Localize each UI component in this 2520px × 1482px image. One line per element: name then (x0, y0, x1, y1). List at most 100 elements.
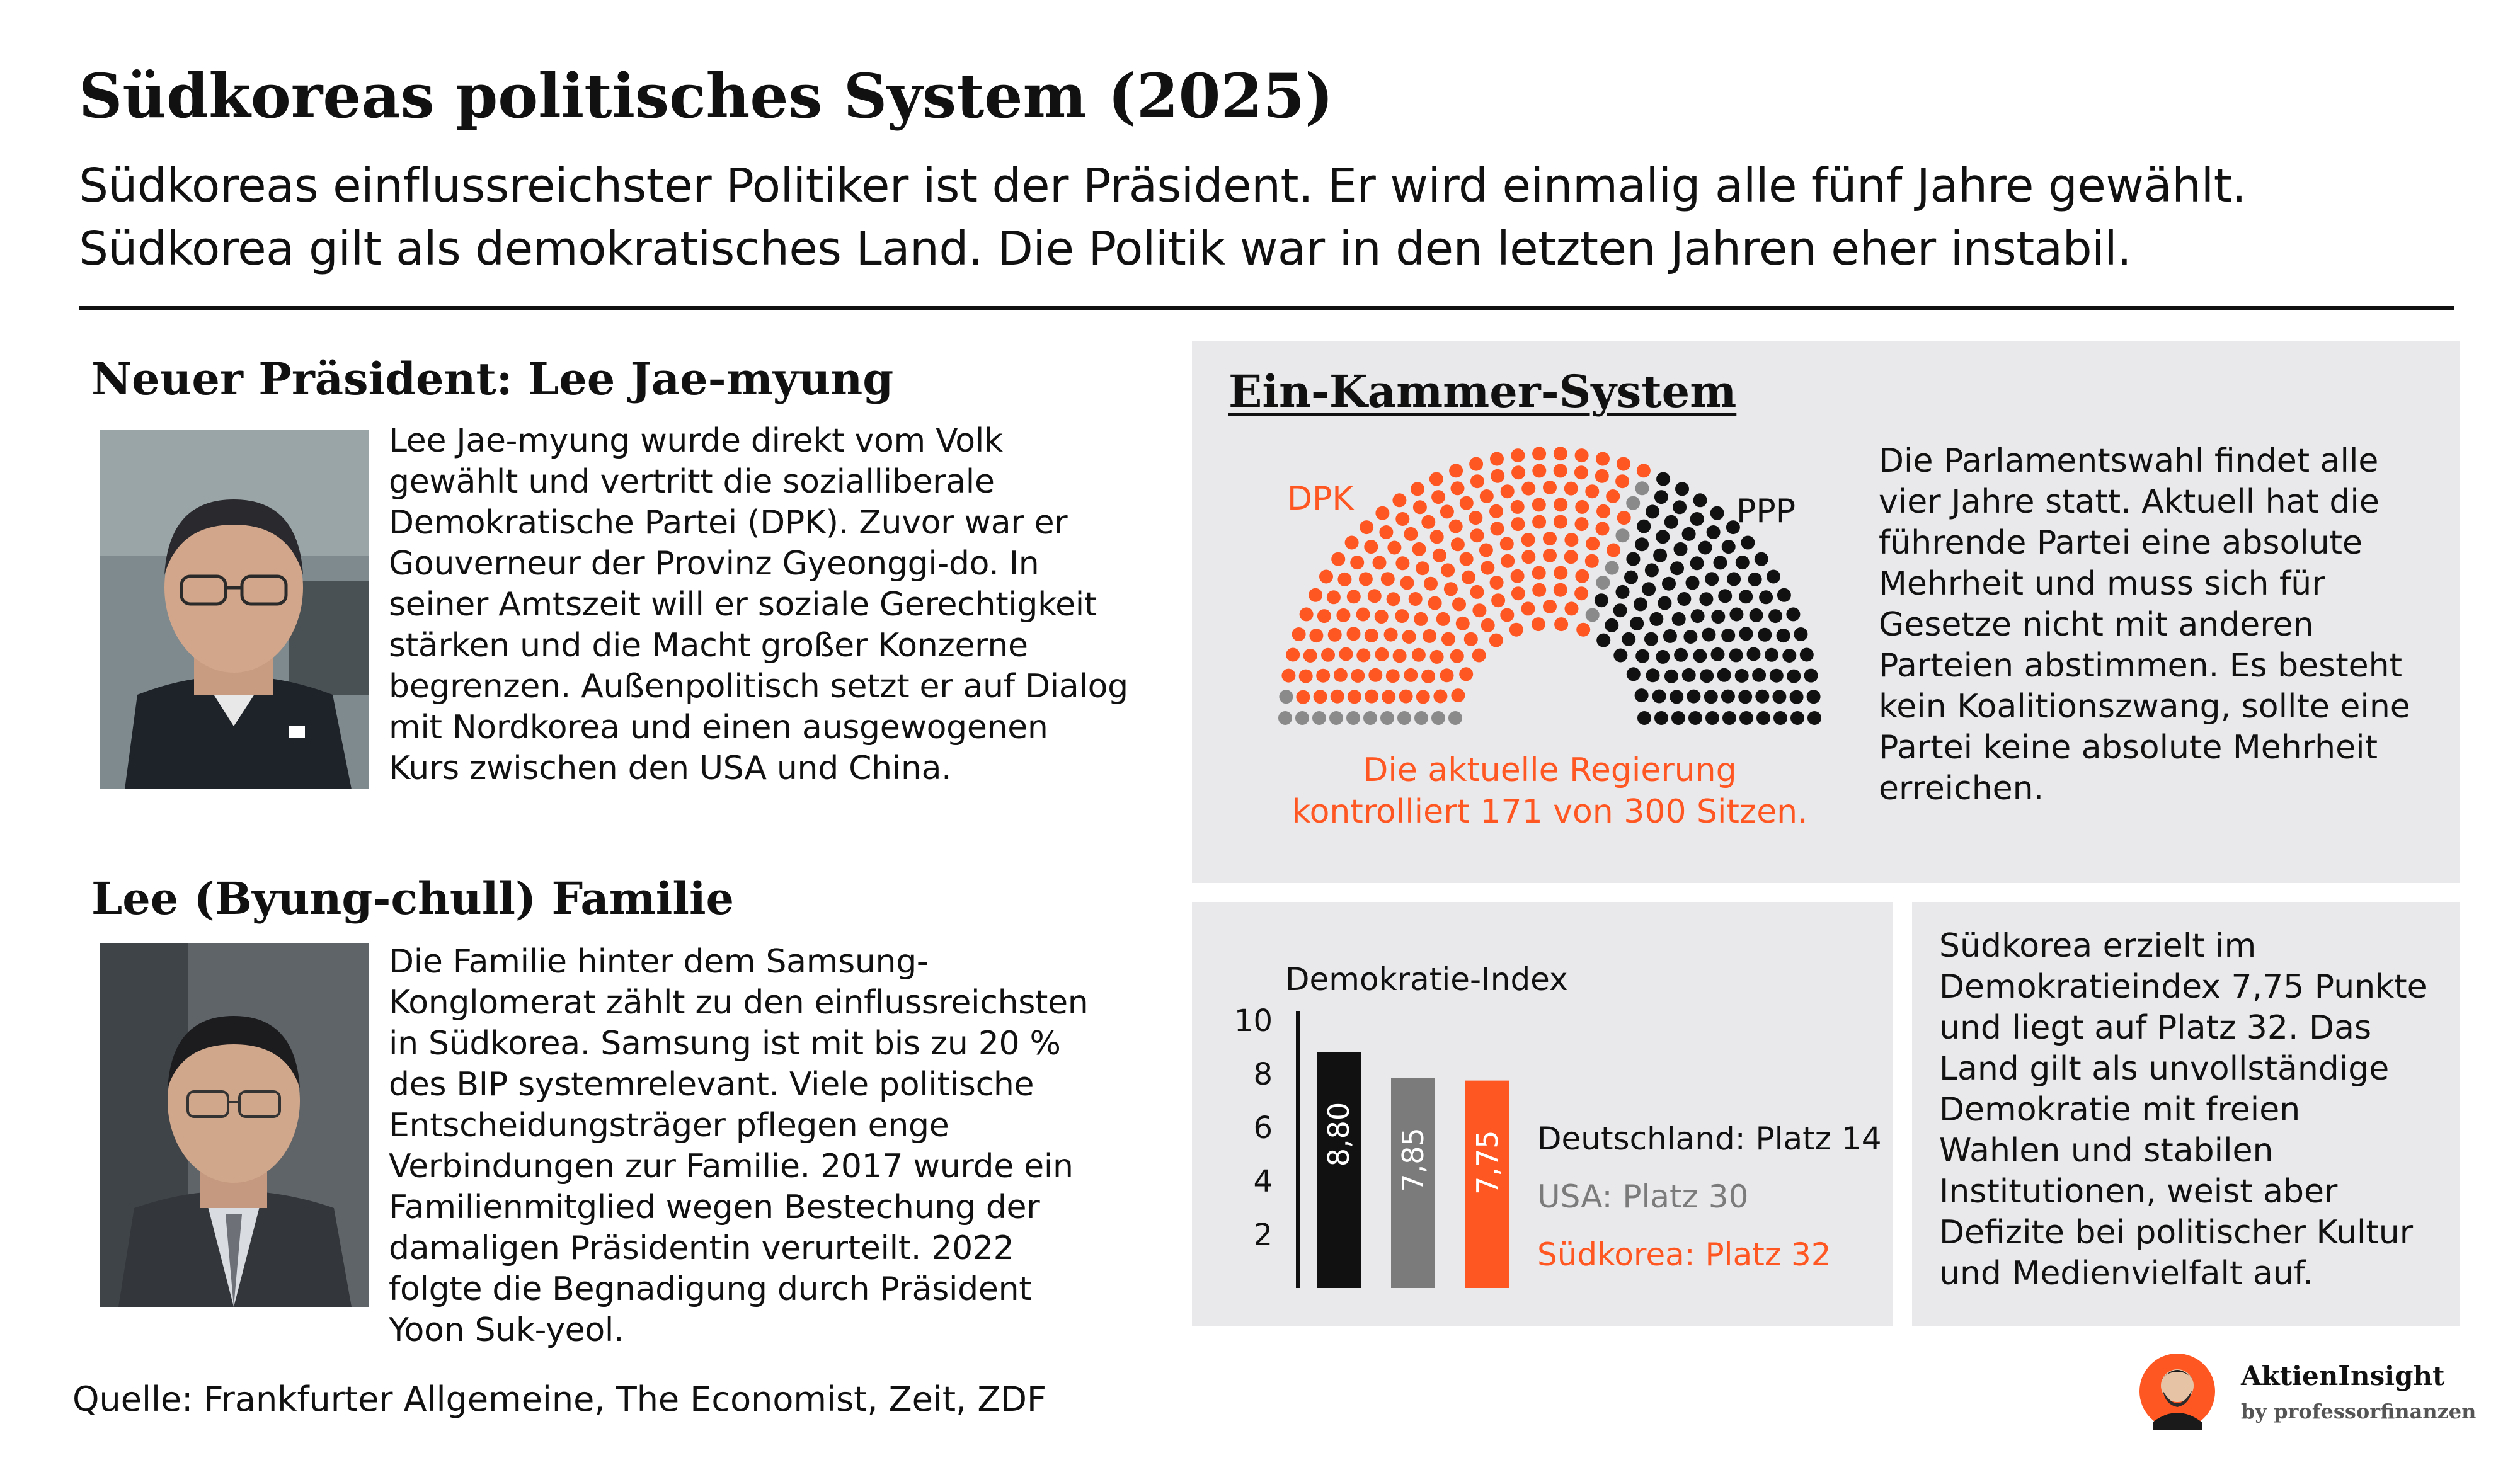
seat-ppp (1782, 649, 1797, 663)
seat-dpk (1395, 512, 1410, 526)
seat-ppp (1752, 668, 1767, 682)
seat-other (1295, 711, 1309, 725)
seat-dpk (1596, 504, 1610, 518)
bar-value-label: 8,80 (1322, 1102, 1356, 1166)
seat-dpk (1576, 622, 1591, 637)
seat-ppp (1674, 647, 1688, 662)
seat-dpk (1521, 533, 1535, 547)
seat-dpk (1379, 525, 1394, 539)
seat-dpk (1500, 608, 1515, 622)
seat-dpk (1521, 601, 1535, 616)
seat-dpk (1350, 556, 1365, 570)
seat-ppp (1690, 609, 1705, 624)
seat-dpk (1491, 593, 1506, 608)
seat-ppp (1738, 690, 1753, 704)
seat-ppp (1644, 632, 1658, 646)
seat-other (1585, 608, 1600, 622)
seat-dpk (1440, 668, 1454, 683)
seat-dpk (1480, 561, 1495, 575)
party-label-dpk: DPK (1287, 480, 1354, 518)
seat-dpk (1532, 498, 1546, 512)
seat-ppp (1690, 512, 1704, 526)
family-text: Die Familie hinter dem Samsung- Konglome… (389, 943, 1089, 1349)
seat-dpk (1584, 554, 1599, 568)
seat-ppp (1787, 669, 1801, 683)
seat-ppp (1710, 506, 1724, 520)
seat-dpk (1510, 499, 1525, 514)
seat-ppp (1624, 570, 1638, 584)
seat-dpk (1431, 490, 1446, 504)
seat-ppp (1748, 572, 1762, 586)
seat-other (1329, 711, 1343, 725)
seat-ppp (1652, 689, 1666, 704)
seat-dpk (1450, 537, 1465, 552)
seat-dpk (1346, 627, 1361, 641)
seat-dpk (1411, 482, 1424, 496)
seat-ppp (1675, 482, 1689, 496)
seat-ppp (1663, 629, 1677, 643)
seat-dpk (1532, 515, 1547, 529)
legend-entry: Deutschland: Platz 14 (1537, 1120, 1882, 1157)
seat-ppp (1777, 588, 1791, 602)
parliament-caption: Die aktuelle Regierung kontrolliert 171 … (1292, 751, 1808, 831)
seat-dpk (1452, 597, 1466, 612)
seat-ppp (1702, 627, 1716, 642)
seat-dpk (1402, 630, 1416, 644)
seat-ppp (1693, 493, 1707, 508)
seat-dpk (1489, 576, 1504, 590)
seat-dpk (1395, 556, 1410, 571)
seat-dpk (1553, 515, 1567, 529)
seat-dpk (1441, 632, 1455, 646)
seat-dpk (1470, 474, 1484, 489)
seat-dpk (1499, 537, 1514, 551)
seat-dpk (1616, 457, 1630, 471)
header-divider (79, 306, 2454, 310)
seat-dpk (1585, 484, 1600, 499)
seat-ppp (1664, 515, 1678, 529)
seat-dpk (1489, 504, 1503, 518)
brand-subtitle: by professorfinanzen (2241, 1399, 2477, 1423)
seat-dpk (1574, 465, 1588, 480)
seat-dpk (1543, 481, 1557, 494)
seat-dpk (1316, 668, 1331, 683)
seat-ppp (1727, 572, 1741, 586)
legend-entry: Südkorea: Platz 32 (1537, 1236, 1831, 1273)
seat-dpk (1470, 528, 1484, 543)
president-portrait-illustration (100, 430, 369, 789)
brand-name: AktienInsight (2241, 1360, 2445, 1391)
seat-ppp (1683, 630, 1698, 644)
subtitle-line-1: Südkoreas einflussreichster Politiker is… (79, 159, 2247, 213)
seat-ppp (1671, 711, 1685, 725)
seat-dpk (1414, 612, 1428, 626)
seat-ppp (1710, 647, 1725, 661)
seat-ppp (1718, 589, 1732, 603)
seat-ppp (1804, 668, 1818, 683)
seat-ppp (1656, 472, 1671, 486)
seat-dpk (1429, 649, 1444, 664)
seat-dpk (1399, 689, 1413, 704)
democracy-text-panel (1912, 902, 2460, 1326)
seat-ppp (1721, 629, 1736, 642)
seat-dpk (1606, 543, 1621, 557)
seat-ppp (1644, 563, 1659, 578)
y-tick-label: 10 (1234, 1003, 1273, 1039)
bar-1 (1317, 1052, 1361, 1288)
party-label-ppp: PPP (1736, 493, 1796, 530)
chart-title: Demokratie-Index (1285, 961, 1568, 998)
parliament-heading: Ein-Kammer-System (1228, 365, 1737, 418)
seat-ppp (1713, 556, 1727, 570)
seat-ppp (1807, 711, 1821, 725)
seat-dpk (1543, 532, 1557, 545)
seat-ppp (1765, 647, 1778, 662)
seat-dpk (1554, 498, 1568, 512)
seat-other (1596, 576, 1610, 590)
seat-dpk (1509, 622, 1523, 637)
seat-other (1448, 711, 1462, 725)
seat-dpk (1575, 569, 1589, 583)
seat-dpk (1543, 600, 1557, 613)
seat-ppp (1700, 669, 1714, 683)
seat-ppp (1794, 627, 1808, 641)
seat-dpk (1281, 668, 1296, 683)
seat-dpk (1459, 667, 1474, 681)
seat-ppp (1637, 519, 1651, 533)
